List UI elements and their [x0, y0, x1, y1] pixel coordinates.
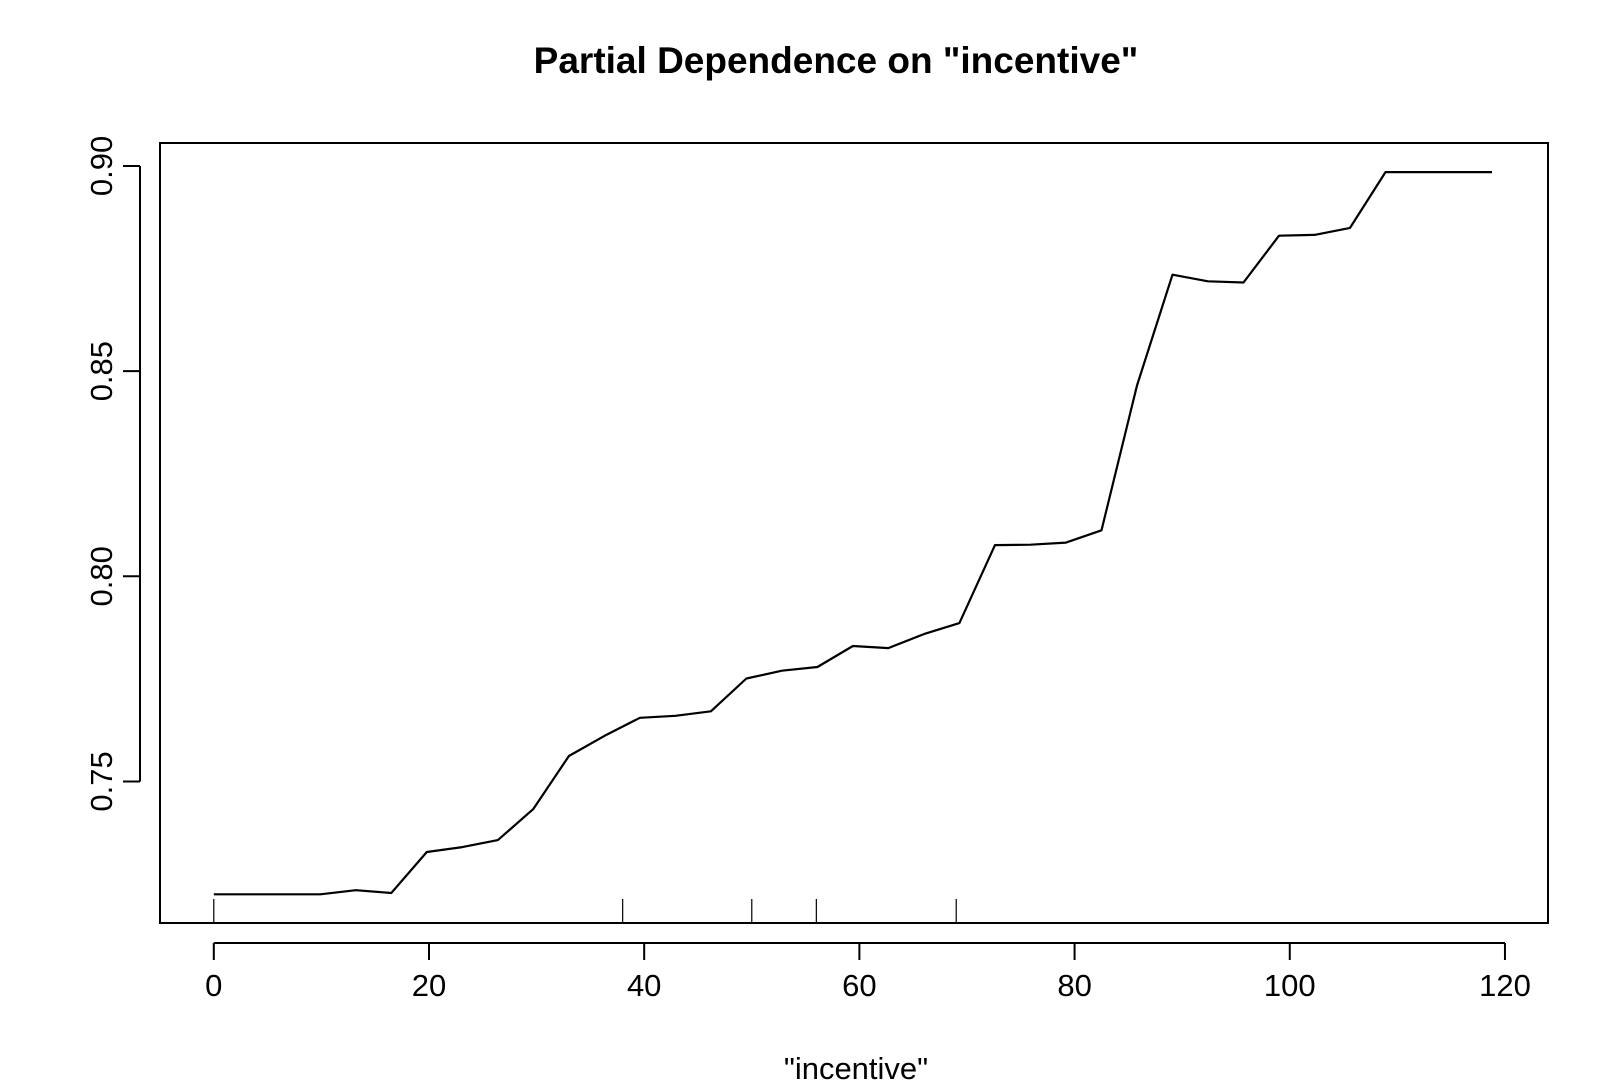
- rug-marks: [213, 899, 957, 923]
- y-axis: 0.75 0.80 0.85 0.90: [84, 136, 141, 812]
- x-tick-label: 100: [1264, 968, 1316, 1003]
- x-tick-label: 80: [1057, 968, 1091, 1003]
- y-tick-label: 0.90: [84, 136, 119, 196]
- x-tick-label: 40: [627, 968, 661, 1003]
- plot-frame: [159, 142, 1549, 924]
- y-tick-label: 0.75: [84, 751, 119, 811]
- plot-area: [213, 171, 1492, 896]
- series-line: [213, 171, 1492, 896]
- x-axis-label: "incentive": [784, 1051, 928, 1086]
- y-tick-label: 0.85: [84, 341, 119, 401]
- x-axis: 0 20 40 60 80 100 120: [205, 942, 1531, 1003]
- chart-title: Partial Dependence on "incentive": [534, 40, 1139, 81]
- y-tick-label: 0.80: [84, 546, 119, 606]
- x-tick-label: 60: [842, 968, 876, 1003]
- x-tick-label: 20: [412, 968, 446, 1003]
- x-tick-label: 120: [1479, 968, 1531, 1003]
- x-tick-label: 0: [205, 968, 222, 1003]
